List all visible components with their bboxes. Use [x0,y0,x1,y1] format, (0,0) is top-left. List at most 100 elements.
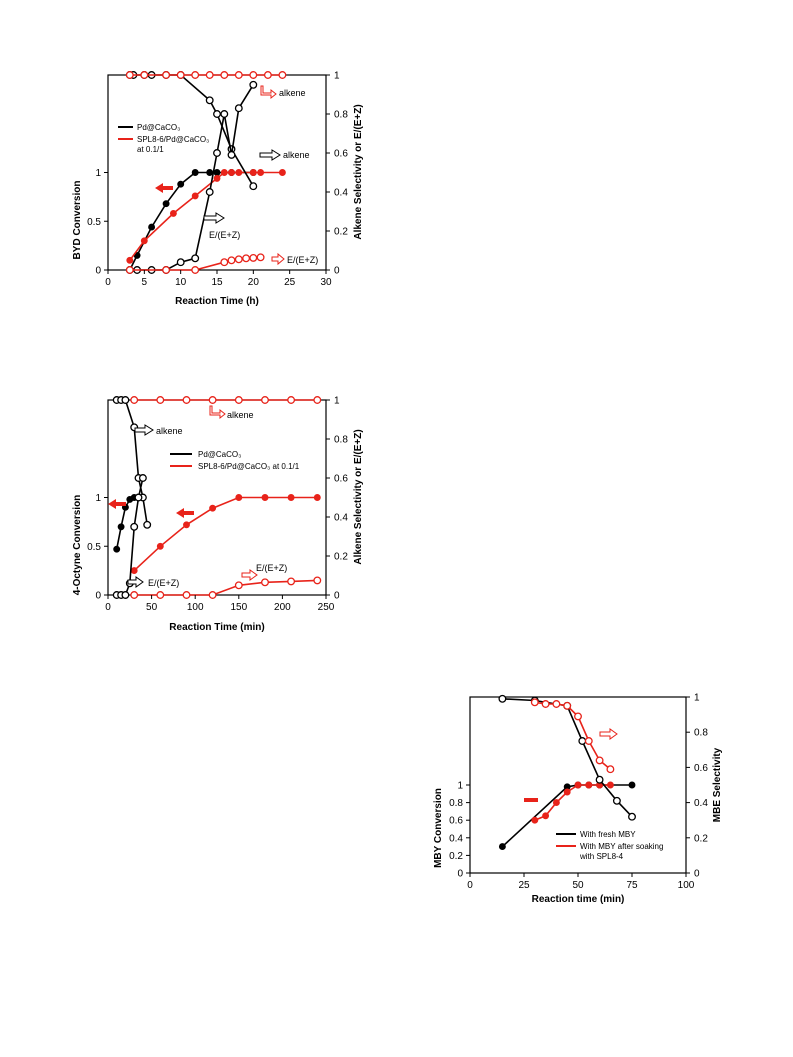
arrow-right-outline-icon [134,424,154,436]
y-right-tick-label: 0 [334,266,340,277]
legend-label: with SPL8-4 [579,852,624,861]
data-point [121,591,130,599]
data-point [313,576,322,585]
data-point [213,174,221,182]
y-axis-title-left: BYD Conversion [72,181,83,260]
y-right-tick-label: 1 [334,396,340,407]
data-point [220,169,228,176]
y-right-tick-label: 1 [334,71,340,82]
data-point [574,781,582,789]
data-point [227,256,236,265]
data-point [220,258,229,267]
series-line [129,171,254,271]
data-point [191,254,200,263]
data-point [169,209,177,217]
bent-arrow-icon [209,405,226,420]
data-point [249,71,258,79]
y-left-tick-label: 0.4 [449,833,463,844]
y-right-tick-label: 0.6 [334,474,348,485]
y-axis-title-right: Alkene Selectivity or E/(E+Z) [353,104,364,239]
x-tick-label: 5 [142,277,148,288]
data-point [542,812,550,820]
annotation-label: alkene [279,88,306,98]
arrow-right-outline-icon [259,149,281,161]
y-left-tick-label: 1 [95,493,101,504]
data-point [563,788,571,796]
arrow-right-outline-icon [599,728,618,740]
y-right-tick-label: 0.2 [694,833,708,844]
data-point [574,712,582,721]
x-tick-label: 15 [211,277,223,288]
data-point [235,494,243,501]
x-tick-label: 30 [320,277,332,288]
data-point [220,110,229,118]
data-point [313,494,321,501]
annotation-label: alkene [283,150,310,160]
annotation-label: E/(E+Z) [287,255,318,265]
x-tick-label: 10 [175,277,187,288]
x-tick-label: 100 [678,880,695,891]
data-point [278,169,286,176]
data-point [191,266,200,274]
data-point [234,71,243,79]
series-marks [112,396,322,599]
y-left-tick-label: 0.6 [449,816,463,827]
y-right-tick-label: 0.2 [334,227,348,238]
data-point [205,71,214,79]
series-line [134,579,318,596]
y-axis-title-right: Alkene Selectivity or E/(E+Z) [353,429,364,564]
x-tick-label: 20 [248,277,260,288]
y-axis-title-left: MBY Conversion [433,788,444,868]
series-line [129,84,254,271]
y-right-tick-label: 0 [334,591,340,602]
data-point [138,474,147,482]
data-point [130,591,139,599]
data-point [578,737,587,745]
annotation-label: E/(E+Z) [148,578,179,588]
data-point [287,577,296,586]
data-point [208,591,217,599]
legend-label: With MBY after soaking [580,842,663,851]
data-point [125,71,134,79]
data-point [234,104,243,113]
data-point [156,396,165,404]
arrow-left-icon [524,798,538,802]
y-left-tick-label: 1 [95,168,101,179]
y-right-tick-label: 0.4 [334,188,348,199]
data-point [213,169,221,176]
x-tick-label: 0 [467,880,473,891]
x-tick-label: 25 [518,880,530,891]
data-point [606,765,615,774]
data-point [530,698,539,707]
data-point [148,223,156,231]
x-axis-title: Reaction Time (h) [175,296,259,307]
data-point [191,71,200,79]
y-right-tick-label: 0.6 [334,149,348,160]
legend-label: With fresh MBY [580,830,636,839]
data-point [498,694,507,703]
data-point [235,169,243,176]
x-tick-label: 50 [572,880,584,891]
data-point [249,182,258,191]
y-right-tick-label: 0.8 [334,110,348,121]
data-point [162,200,170,208]
data-point [628,781,636,789]
y-left-tick-label: 1 [457,781,463,792]
arrow-left-icon [155,183,173,193]
data-point [177,180,185,188]
y-right-tick-label: 1 [694,693,700,704]
legend-label: Pd@CaCO₃ [198,450,241,459]
data-point [584,737,593,745]
data-point [227,150,236,159]
data-point [191,169,199,176]
legend-label: SPL8-6/Pd@CaCO₃ [137,135,209,144]
data-point [249,169,257,176]
data-point [628,812,636,821]
x-tick-label: 0 [105,277,111,288]
data-point [257,169,265,176]
data-point [563,701,572,710]
